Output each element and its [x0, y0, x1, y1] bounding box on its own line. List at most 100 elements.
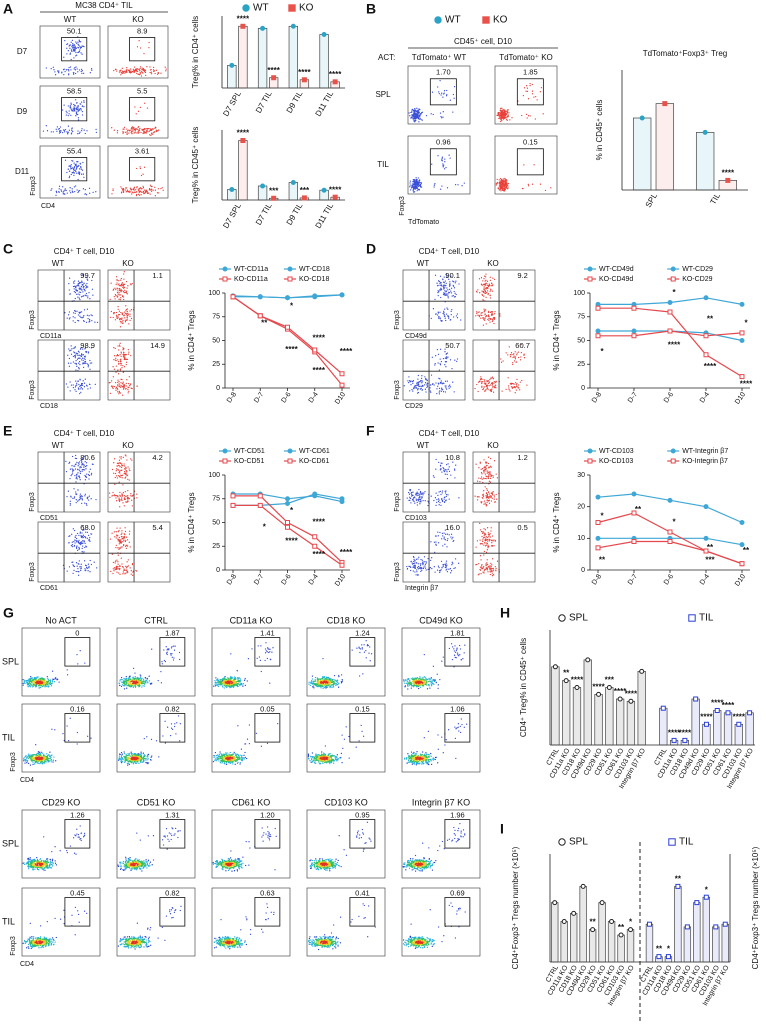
x-tick-label: D-7 [253, 391, 265, 404]
panel-label: A [3, 1, 13, 17]
legend-label: WT-CD11a [234, 266, 268, 273]
bar [227, 65, 237, 89]
bar-point [290, 180, 296, 185]
flow-density [130, 680, 139, 685]
axis-label: Foxp3 [29, 492, 36, 512]
flow-density [403, 858, 435, 871]
y-tick-label: 20 [577, 504, 585, 511]
flow-density [311, 675, 344, 689]
bar-point [271, 195, 277, 201]
data-point [667, 497, 673, 503]
y-axis-label: % in CD45⁺ cells [595, 100, 604, 161]
flow-density [212, 857, 247, 872]
bar-point [606, 685, 612, 690]
quadrant-percent: 9.2 [517, 271, 527, 280]
significance: * [667, 945, 671, 954]
data-point [631, 491, 637, 497]
bar-point [675, 883, 681, 889]
bar [674, 886, 682, 963]
gate-percent: 1.96 [450, 810, 465, 819]
flow-density [123, 753, 146, 763]
legend-marker [288, 4, 296, 12]
bar [734, 723, 743, 746]
bar-point [574, 685, 580, 690]
significance: **** [704, 362, 717, 371]
flow-density [407, 753, 430, 764]
significance: **** [313, 550, 326, 559]
flow-density [129, 862, 139, 867]
series-line [597, 540, 743, 565]
legend-label: TIL [679, 837, 694, 848]
legend-marker [558, 614, 566, 622]
bar-point [662, 101, 668, 107]
data-point [230, 502, 236, 508]
significance: ** [707, 315, 714, 324]
x-tick-label: SPL [644, 191, 660, 209]
flow-events [45, 36, 93, 76]
significance: * [705, 885, 709, 894]
gate [429, 148, 457, 176]
column-label: WT [417, 259, 430, 268]
data-point [739, 520, 745, 525]
significance: **** [733, 712, 746, 721]
y-tick-label: 0 [581, 567, 585, 574]
row-label: SPL [2, 656, 19, 666]
flow-events [475, 273, 501, 326]
significance: **** [711, 699, 724, 708]
axis-label: CD49d [405, 333, 427, 340]
significance: **** [237, 129, 250, 138]
gate [61, 37, 88, 62]
significance: **** [740, 379, 753, 388]
flow-density [406, 751, 439, 766]
gate-percent: 0.69 [450, 888, 465, 897]
flow-density [34, 862, 44, 867]
gate [159, 637, 186, 667]
x-tick-label: D7 SPL [221, 201, 243, 230]
data-point [595, 535, 601, 541]
legend-marker [242, 4, 250, 12]
gate [64, 897, 91, 927]
data-point [739, 561, 745, 567]
bar-point [693, 696, 699, 702]
quadrant-percent: 90.1 [445, 271, 460, 280]
axis-label: CD51 [40, 515, 58, 522]
data-point [312, 491, 318, 497]
flow-density [319, 680, 329, 685]
y-tick-label: 100 [208, 290, 220, 297]
gate [429, 78, 457, 106]
column-label: TdTomato⁺ WT [412, 53, 467, 62]
y-tick-label: 75 [577, 314, 585, 321]
panel-header: CD4⁺ T cell, D10 [54, 429, 115, 438]
quadrant-percent: 99.7 [80, 271, 95, 280]
data-point [667, 539, 673, 544]
axis-label: Foxp3 [29, 562, 36, 582]
legend-marker [587, 266, 593, 272]
flow-events [322, 640, 373, 689]
quadrant-percent: 16.0 [445, 523, 460, 532]
y-tick-label: 0 [216, 385, 220, 392]
data-point [257, 294, 263, 300]
bar-point [552, 900, 558, 906]
bar-point [599, 900, 605, 906]
x-tick-label: D-6 [663, 573, 675, 586]
bar-point [646, 921, 652, 927]
legend-marker [287, 266, 293, 272]
x-tick-label: D7 SPL [221, 89, 243, 118]
legend-label: KO [299, 3, 314, 14]
legend-marker [558, 838, 566, 846]
gate-percent: 0.15 [355, 704, 370, 713]
legend-label: KO-Integrin β7 [682, 458, 728, 465]
column-label: CTRL [144, 615, 168, 625]
bar-point [290, 23, 296, 29]
y-axis-label: % in CD4⁺ Tregs [187, 492, 196, 552]
bar-point [639, 668, 645, 674]
flow-plot [107, 269, 171, 331]
column-label: CD51 KO [137, 797, 176, 807]
significance: * [290, 506, 294, 515]
flow-density [31, 861, 47, 868]
gate-percent: 58.5 [67, 87, 82, 96]
gate-percent: 0.95 [355, 810, 370, 819]
x-tick-label: D11 TIL [314, 201, 336, 230]
quadrant-percent: 1.2 [517, 453, 527, 462]
flow-plot [402, 521, 466, 583]
